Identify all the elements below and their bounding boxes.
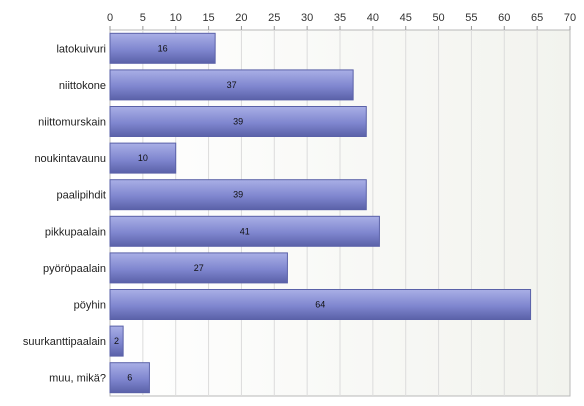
bar <box>109 289 532 320</box>
x-tick-label: 45 <box>400 12 412 24</box>
x-tick-label: 5 <box>140 12 146 24</box>
category-label: pikkupaalain <box>45 226 106 238</box>
category-label: pöyhin <box>74 300 106 312</box>
bar <box>109 106 367 137</box>
bar <box>109 69 354 101</box>
bar <box>109 362 150 394</box>
data-label: 16 <box>158 43 168 53</box>
bar <box>109 325 124 357</box>
x-tick-label: 0 <box>107 12 113 24</box>
category-label: niittomurskain <box>38 117 106 129</box>
category-label: pyöröpaalain <box>43 263 106 275</box>
category-label: latokuivuri <box>56 43 106 55</box>
data-label: 2 <box>114 336 119 346</box>
x-tick-label: 30 <box>301 12 313 24</box>
category-label: niittokone <box>59 80 106 92</box>
x-tick-label: 15 <box>202 12 214 24</box>
x-tick-label: 10 <box>170 12 182 24</box>
data-label: 6 <box>127 373 132 383</box>
data-label: 39 <box>233 117 243 127</box>
data-label: 64 <box>315 300 325 310</box>
bar <box>109 142 177 174</box>
data-label: 27 <box>194 263 204 273</box>
x-tick-label: 40 <box>367 12 379 24</box>
data-label: 39 <box>233 190 243 200</box>
x-tick-label: 55 <box>465 12 477 24</box>
x-tick-label: 20 <box>235 12 247 24</box>
bar <box>109 32 216 64</box>
bar <box>109 215 380 247</box>
x-tick-label: 25 <box>268 12 280 24</box>
category-label: muu, mikä? <box>49 373 106 385</box>
category-label: paalipihdit <box>56 190 106 202</box>
data-label: 10 <box>138 153 148 163</box>
x-tick-label: 70 <box>564 12 576 24</box>
bar <box>109 252 288 284</box>
category-label: suurkanttipaalain <box>23 336 106 348</box>
x-tick-label: 35 <box>334 12 346 24</box>
category-label: noukintavaunu <box>34 153 106 165</box>
data-label: 41 <box>240 226 250 236</box>
x-tick-label: 50 <box>432 12 444 24</box>
x-tick-label: 65 <box>531 12 543 24</box>
x-tick-label: 60 <box>498 12 510 24</box>
bar <box>109 179 367 211</box>
data-label: 37 <box>227 80 237 90</box>
